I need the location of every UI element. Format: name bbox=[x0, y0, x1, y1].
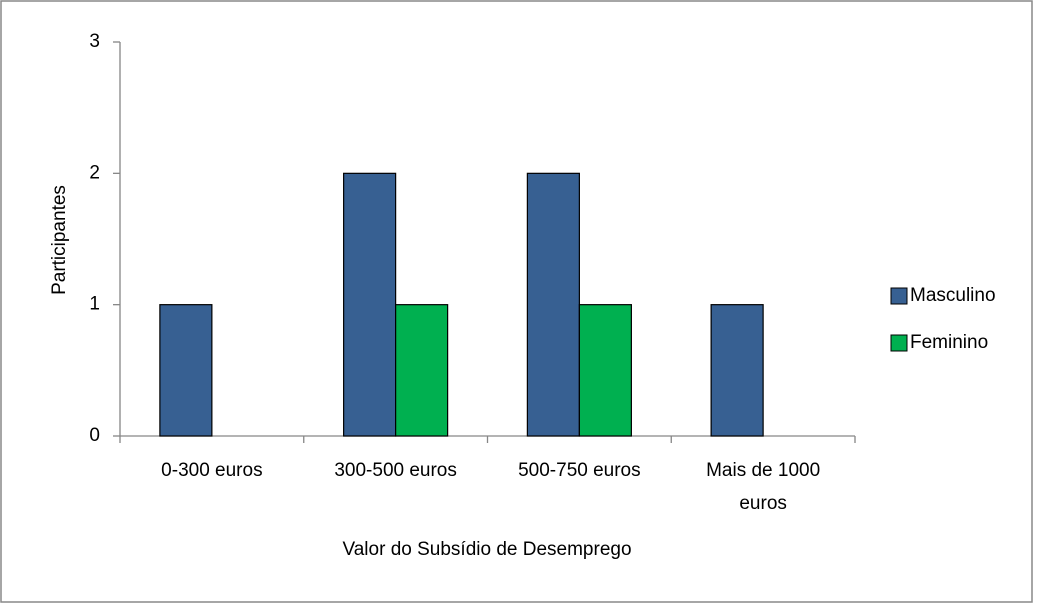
y-tick-label: 0 bbox=[89, 425, 100, 446]
y-tick-label: 1 bbox=[89, 294, 100, 315]
chart-border bbox=[0, 0, 1033, 603]
x-axis-title: Valor do Subsídio de Desemprego bbox=[342, 539, 631, 560]
legend-swatch bbox=[890, 287, 908, 305]
legend-label: Feminino bbox=[910, 332, 988, 353]
legend-label: Masculino bbox=[910, 285, 996, 306]
bar bbox=[395, 304, 449, 437]
bar bbox=[159, 304, 213, 437]
x-tick-label: 0-300 euros bbox=[161, 460, 263, 481]
x-tick-label: Mais de 1000 euros bbox=[706, 460, 821, 514]
bar bbox=[526, 172, 580, 437]
bar bbox=[343, 172, 397, 437]
x-tick-label: 300-500 euros bbox=[334, 460, 457, 481]
bar bbox=[578, 304, 632, 437]
legend-swatch bbox=[890, 334, 908, 352]
y-tick-label: 2 bbox=[89, 162, 100, 183]
x-tick-label: 500-750 euros bbox=[518, 460, 641, 481]
y-tick-label: 3 bbox=[89, 31, 100, 52]
y-axis-title: Participantes bbox=[49, 185, 70, 295]
bar bbox=[710, 304, 764, 437]
